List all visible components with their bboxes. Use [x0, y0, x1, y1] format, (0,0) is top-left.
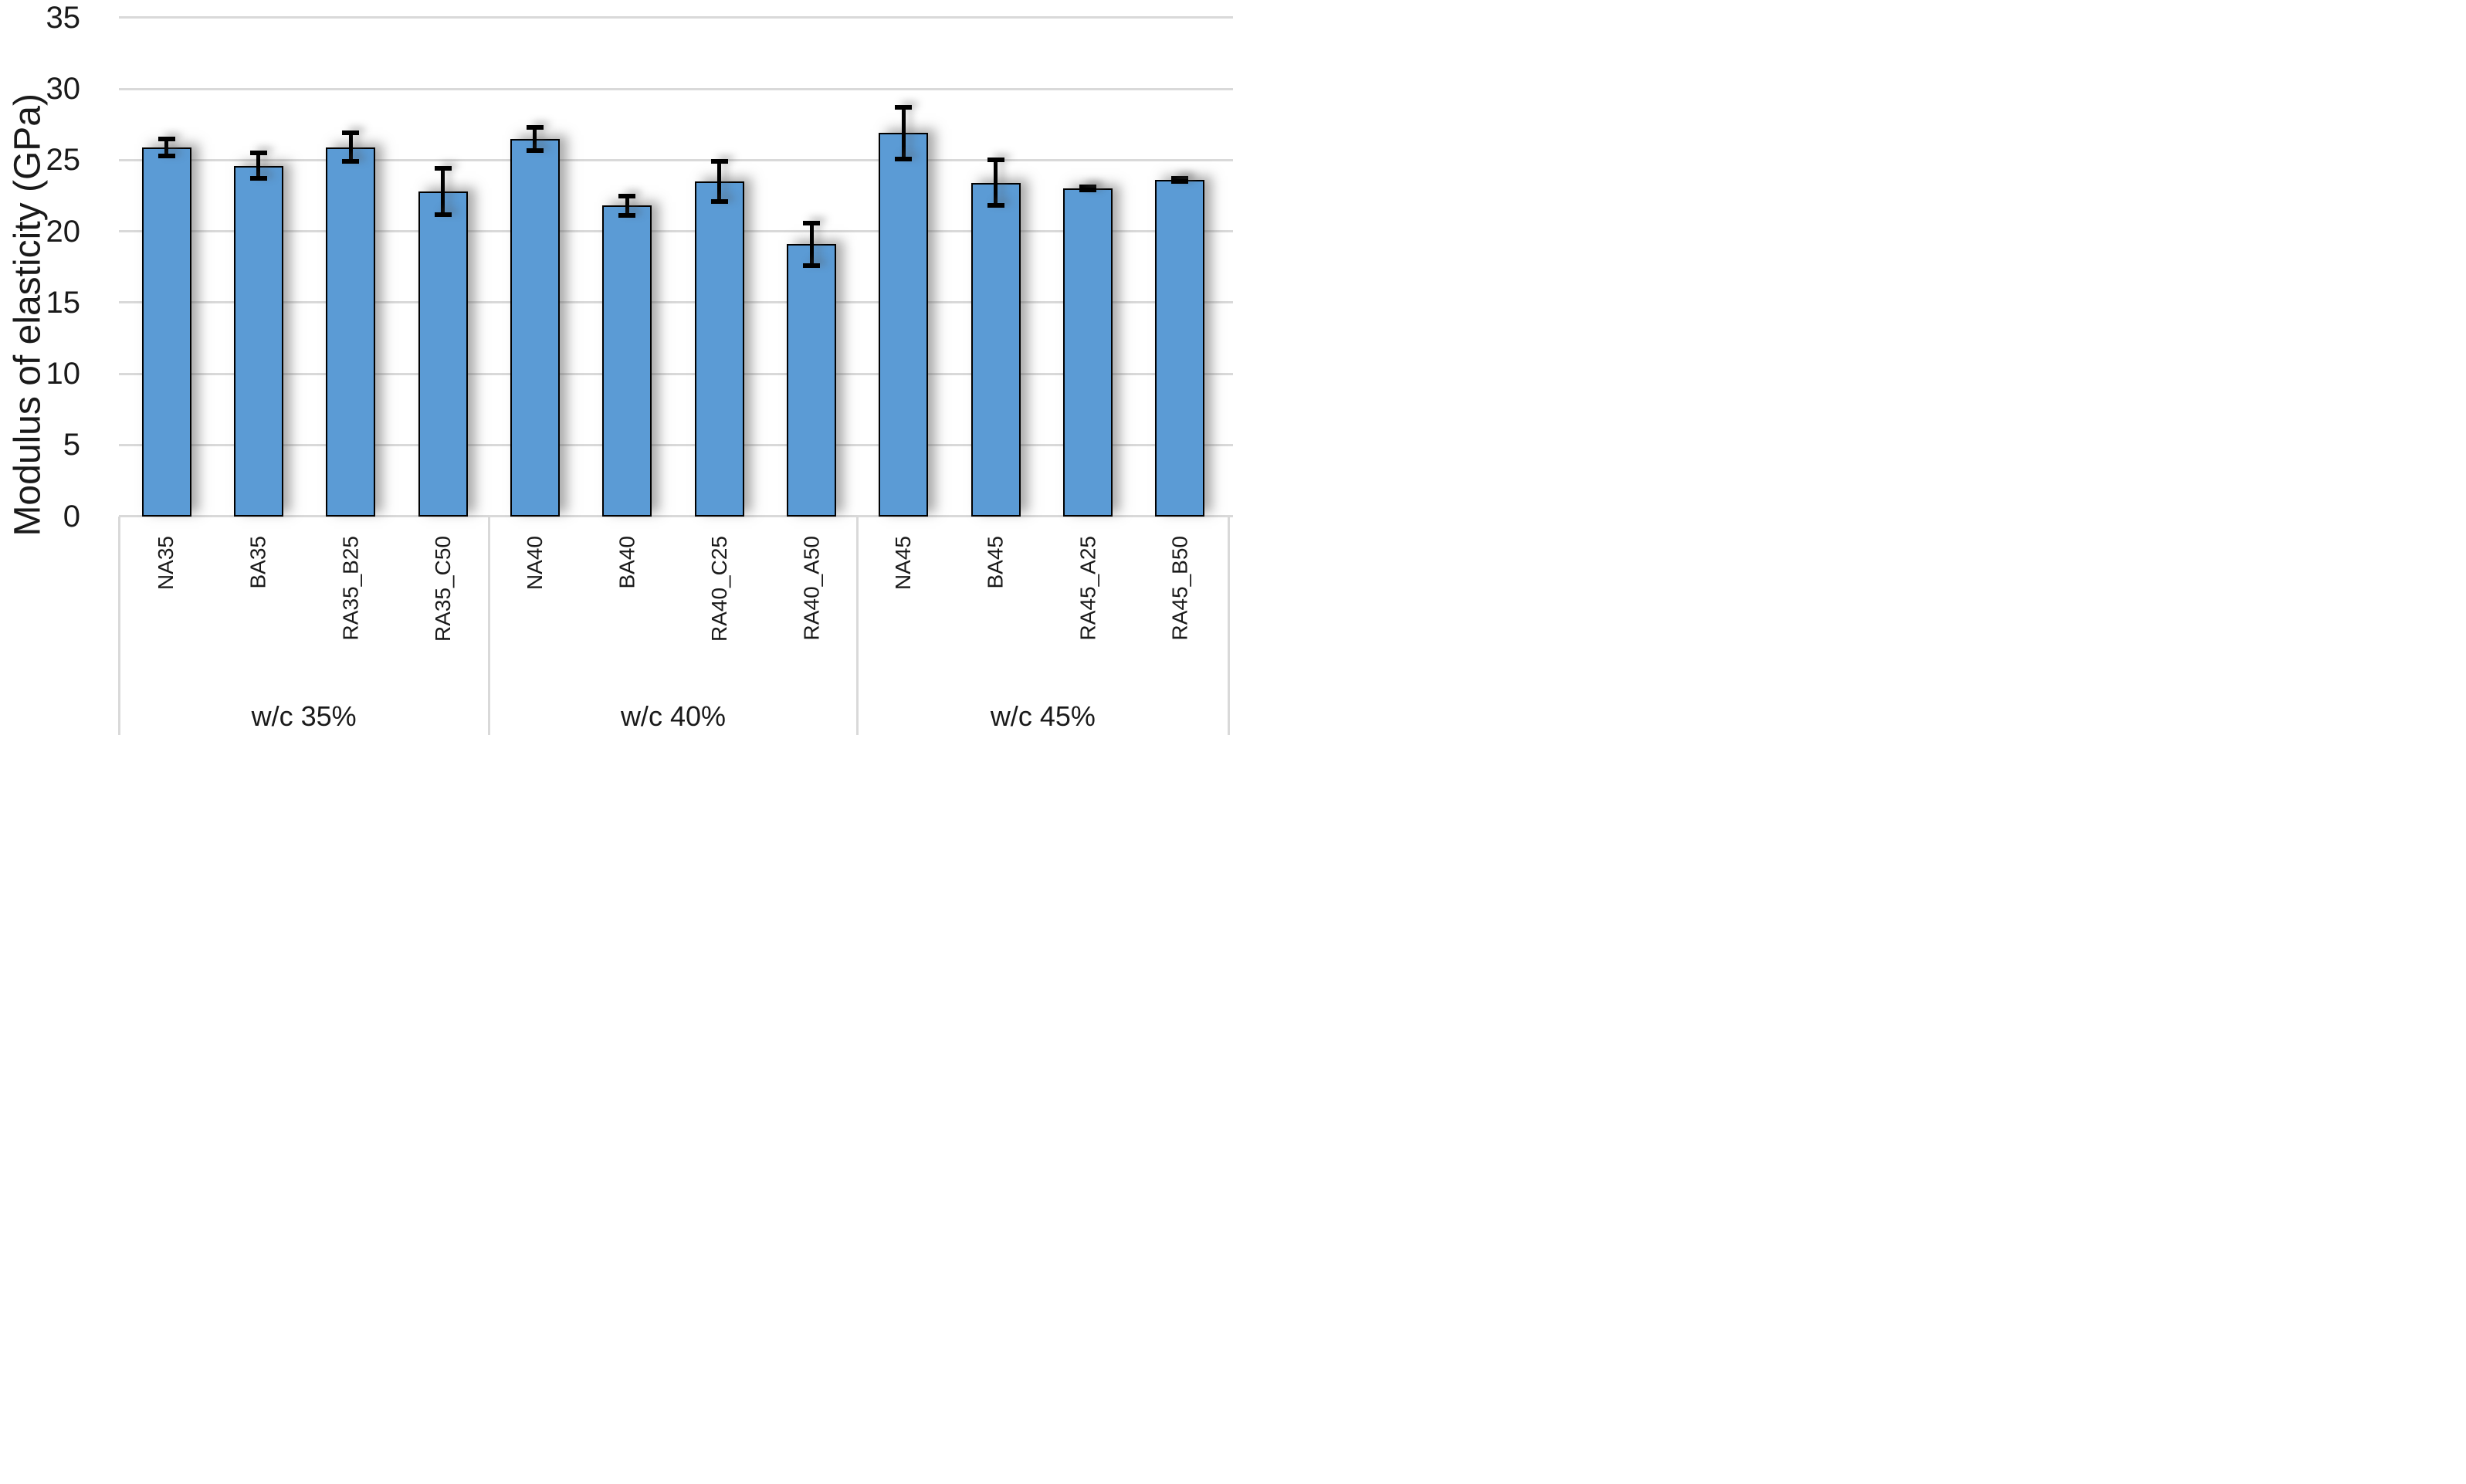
error-bar-cap: [1171, 179, 1189, 185]
bar-chart: Modulus of elasticity (GPa) 0 5 10 15 20 25 30…: [0, 0, 1233, 742]
category-label-RA40_A50: RA40_A50: [799, 536, 824, 641]
error-bar-cap: [158, 136, 175, 141]
error-bar-cap: [249, 151, 267, 156]
bar-BA35: [233, 165, 283, 517]
bar-NA35: [141, 147, 191, 517]
error-bar-BA45: [994, 160, 998, 206]
category-label-RA35_C50: RA35_C50: [430, 536, 455, 642]
y-tick-label: 25: [46, 143, 81, 178]
bar-NA45: [879, 133, 929, 517]
error-bar-BA35: [256, 153, 261, 179]
y-tick-label: 20: [46, 214, 81, 249]
error-bar-NA35: [164, 138, 168, 156]
error-bar-NA45: [901, 107, 906, 159]
group-label-1: w/c 35%: [251, 700, 357, 732]
error-bar-RA40_C25: [717, 161, 722, 202]
error-bar-cap: [710, 159, 728, 164]
error-bar-cap: [803, 263, 821, 268]
error-bar-cap: [526, 147, 544, 153]
gridline-25: [119, 158, 1233, 161]
group-label-2: w/c 40%: [620, 700, 726, 732]
error-bar-cap: [1079, 185, 1097, 190]
bar-NA40: [510, 138, 560, 517]
gridline-15: [119, 301, 1233, 304]
bar-RA45_A25: [1063, 188, 1113, 517]
error-bar-RA35_C50: [441, 168, 445, 215]
bar-RA45_B50: [1155, 180, 1205, 517]
error-bar-cap: [342, 159, 360, 164]
error-bar-cap: [803, 220, 821, 225]
group-separator: [117, 516, 120, 735]
category-label-RA35_B25: RA35_B25: [338, 536, 363, 641]
y-tick-label: 5: [63, 428, 80, 462]
gridline-20: [119, 230, 1233, 233]
bar-RA40_A50: [787, 244, 837, 517]
error-bar-cap: [342, 130, 360, 136]
category-label-BA35: BA35: [246, 536, 270, 589]
error-bar-BA40: [625, 195, 629, 216]
error-bar-cap: [158, 153, 175, 158]
error-bar-cap: [618, 213, 636, 219]
category-label-RA45_B50: RA45_B50: [1167, 536, 1192, 641]
category-label-NA45: NA45: [891, 536, 916, 591]
y-tick-label: 0: [63, 499, 80, 534]
error-bar-cap: [434, 166, 452, 171]
error-bar-RA35_B25: [348, 133, 353, 162]
category-label-RA45_A25: RA45_A25: [1075, 536, 1100, 641]
gridline-30: [119, 87, 1233, 90]
group-label-3: w/c 45%: [990, 700, 1096, 732]
group-separator: [1227, 516, 1230, 735]
y-tick-label: 30: [46, 72, 81, 107]
error-bar-cap: [895, 105, 913, 110]
category-label-NA40: NA40: [522, 536, 547, 591]
category-label-RA40_C25: RA40_C25: [706, 536, 731, 642]
bar-BA45: [970, 182, 1021, 517]
error-bar-cap: [1079, 188, 1097, 193]
bar-RA35_C50: [418, 191, 468, 517]
gridline-35: [119, 16, 1233, 19]
error-bar-cap: [434, 212, 452, 217]
gridline-0: [119, 515, 1233, 517]
gridline-10: [119, 372, 1233, 375]
category-label-NA35: NA35: [154, 536, 178, 591]
y-tick-label: 10: [46, 357, 81, 391]
error-bar-cap: [1171, 176, 1189, 181]
gridline-5: [119, 443, 1233, 446]
error-bar-cap: [710, 198, 728, 204]
error-bar-cap: [987, 203, 1004, 208]
y-tick-label: 15: [46, 285, 81, 320]
bar-RA40_C25: [694, 181, 744, 517]
group-separator: [487, 516, 490, 735]
error-bar-NA40: [533, 127, 537, 151]
error-bar-cap: [526, 125, 544, 130]
bar-RA35_B25: [326, 147, 376, 517]
category-label-BA45: BA45: [983, 536, 1008, 589]
y-tick-label: 35: [46, 0, 81, 35]
error-bar-RA40_A50: [809, 222, 814, 266]
group-separator: [856, 516, 859, 735]
error-bar-cap: [895, 156, 913, 161]
bar-BA40: [602, 205, 652, 517]
error-bar-cap: [249, 176, 267, 181]
category-label-BA40: BA40: [615, 536, 639, 589]
error-bar-cap: [618, 193, 636, 198]
error-bar-cap: [987, 158, 1004, 163]
